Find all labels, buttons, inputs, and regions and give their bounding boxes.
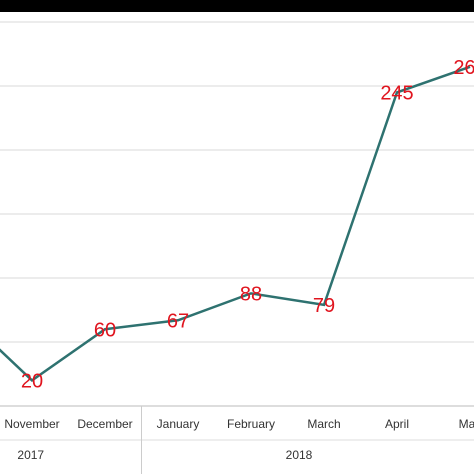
- data-label: 245: [380, 83, 413, 105]
- data-label: 20: [21, 371, 43, 393]
- data-line: [0, 65, 471, 383]
- data-label: 88: [240, 284, 262, 306]
- data-label: 67: [167, 311, 189, 333]
- x-tick-label: November: [4, 417, 59, 431]
- group-label: 2017: [17, 448, 44, 462]
- x-tick-label: January: [157, 417, 200, 431]
- top-bar: [0, 0, 474, 12]
- x-tick-label: February: [227, 417, 275, 431]
- group-label: 2018: [286, 448, 313, 462]
- data-label: 79: [313, 295, 335, 317]
- data-label: 60: [94, 319, 116, 341]
- x-tick-label: April: [385, 417, 409, 431]
- x-tick-label: May: [459, 417, 474, 431]
- x-tick-label: December: [77, 417, 132, 431]
- data-label: 265: [453, 57, 474, 79]
- x-tick-label: March: [307, 417, 340, 431]
